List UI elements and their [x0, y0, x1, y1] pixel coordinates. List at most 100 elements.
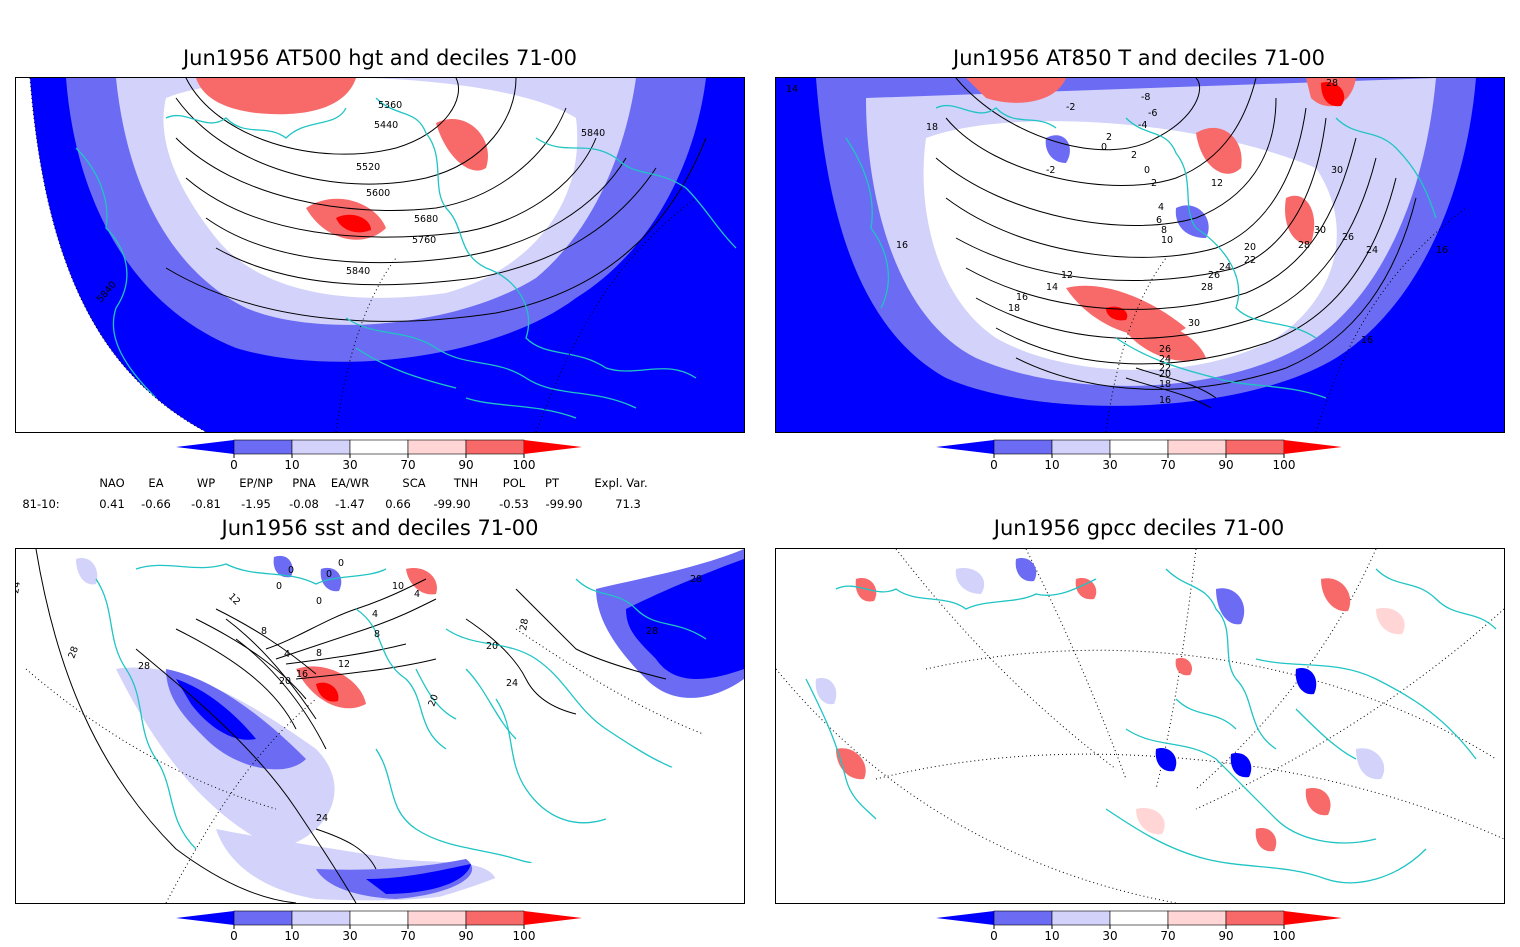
decile-area-90: [1196, 127, 1242, 174]
index-value: -0.53: [499, 497, 529, 511]
colorbar-segment: [465, 439, 525, 455]
contour-label: 8: [374, 629, 380, 640]
decile-area-100: [336, 214, 371, 233]
contour-label: 28: [1201, 282, 1213, 293]
contour-label: 2: [1106, 132, 1112, 143]
contour-label: 4: [372, 609, 378, 620]
index-value: -0.08: [289, 497, 319, 511]
decile-area-90: [836, 748, 866, 780]
colorbar-svg: 0 10 30 70 90 100: [936, 910, 1342, 943]
index-name: NAO: [99, 476, 125, 490]
panel-title-sst: Jun1956 sst and deciles 71-00: [221, 516, 539, 540]
contour-label: -4: [1138, 120, 1147, 131]
colorbar-tick-label: 0: [990, 458, 998, 472]
index-value: -99.90: [545, 497, 583, 511]
contour-label: 24: [1159, 354, 1171, 365]
index-value: -1.95: [241, 497, 271, 511]
map-panel-gpcc: [775, 548, 1505, 904]
contour-label: -2: [1066, 102, 1075, 113]
decile-area-30: [955, 568, 985, 594]
graticule: [25, 628, 717, 903]
contour-label: -2: [1046, 165, 1055, 176]
colorbar-svg: 0 10 30 70 90 100: [176, 910, 582, 943]
colorbar-tick-label: 30: [1102, 458, 1117, 472]
contour-label: 26: [1208, 270, 1220, 281]
contour-label: 5520: [356, 162, 380, 173]
colorbar-segment: [291, 910, 351, 926]
contour-label: 4: [284, 649, 290, 660]
map-panel-sst: 24 28 12 0 0 0 0 0 10 4 4 8 8 4 8 12 16 …: [15, 548, 745, 904]
contour-label: 20: [486, 641, 498, 652]
map-sst: 24 28 12 0 0 0 0 0 10 4 4 8 8 4 8 12 16 …: [16, 549, 744, 903]
colorbar-tick-label: 10: [284, 458, 299, 472]
colorbar-tick-label: 90: [458, 929, 473, 943]
contour-label: 28: [518, 618, 531, 632]
map-hgt: 5360 5440 5520 5600 5680 5760 5840 5840 …: [16, 78, 744, 432]
decile-area-low: [626, 559, 744, 679]
precip-decile-patches: [815, 558, 1405, 852]
contour-label: 28: [1326, 78, 1338, 89]
contour-label: 2: [1131, 150, 1137, 161]
decile-area-90: [1255, 828, 1277, 852]
contour-label: 26: [1342, 232, 1354, 243]
colorbar-arrow-low: [176, 911, 234, 925]
decile-area-30: [1356, 748, 1385, 780]
colorbar-tick-label: 30: [342, 458, 357, 472]
decile-area-100: [1106, 306, 1128, 321]
contour-label: 24: [16, 581, 23, 595]
decile-area-10: [1015, 558, 1037, 582]
colorbar-segment: [1109, 910, 1169, 926]
colorbar-tick-label: 90: [1218, 458, 1233, 472]
panel-title-t850: Jun1956 AT850 T and deciles 71-00: [953, 46, 1325, 70]
index-name: Expl. Var.: [594, 476, 648, 490]
contour-label: 16: [1159, 395, 1171, 406]
colorbar-arrow-high: [524, 911, 582, 925]
graticule: [1105, 207, 1467, 432]
colorbar-arrow-low: [936, 440, 994, 454]
colorbar-segment: [1051, 910, 1111, 926]
height-contours: [165, 78, 707, 322]
coastlines: [845, 105, 1437, 399]
contour-label: 28: [690, 574, 702, 585]
contour-label: 24: [1219, 262, 1231, 273]
index-name: SCA: [402, 476, 426, 490]
contour-label: 6: [1156, 215, 1162, 226]
index-row-label: 81-10:: [22, 497, 60, 511]
map-panel-hgt: 5360 5440 5520 5600 5680 5760 5840 5840 …: [15, 77, 745, 433]
contour-label: 28: [646, 626, 658, 637]
contour-label: 20: [1244, 242, 1256, 253]
contour-labels: 24 28 12 0 0 0 0 0 10 4 4 8 8 4 8 12 16 …: [16, 558, 702, 824]
colorbar-tick-label: 10: [1044, 929, 1059, 943]
colorbar-tick-label: 70: [1160, 929, 1175, 943]
contour-label: 0: [288, 565, 294, 576]
contour-label: 5840: [581, 128, 605, 139]
index-value: 71.3: [615, 497, 641, 511]
contour-label: 8: [1161, 225, 1167, 236]
contour-label: 4: [1158, 202, 1164, 213]
contour-label: 28: [1298, 240, 1310, 251]
contour-label: 0: [316, 596, 322, 607]
colorbar-segment: [993, 439, 1053, 455]
colorbar-hgt: 0 10 30 70 90 100: [176, 439, 586, 476]
colorbar-segment: [407, 910, 467, 926]
index-values-row: 81-10: 0.41 -0.66 -0.81 -1.95 -0.08 -1.4…: [20, 497, 680, 513]
decile-area-90: [1321, 578, 1351, 612]
contour-label: 20: [426, 693, 440, 708]
decile-area-90: [855, 578, 877, 602]
colorbar-segment: [1225, 910, 1285, 926]
contour-label: 5600: [366, 188, 390, 199]
colorbar-arrow-low: [936, 911, 994, 925]
coastlines: [805, 568, 1497, 884]
contour-label: 10: [1161, 235, 1173, 246]
contour-label: 5440: [374, 120, 398, 131]
contour-label: 0: [326, 569, 332, 580]
colorbar-segment: [1167, 439, 1227, 455]
decile-area-low: [176, 679, 256, 740]
contour-label: 22: [1244, 255, 1256, 266]
colorbar-segment: [465, 910, 525, 926]
decile-area-90: [1305, 788, 1331, 816]
contour-label: 10: [392, 581, 404, 592]
contour-label: 16: [896, 240, 908, 251]
decile-area-90: [1285, 195, 1315, 244]
index-name: PT: [545, 476, 559, 490]
